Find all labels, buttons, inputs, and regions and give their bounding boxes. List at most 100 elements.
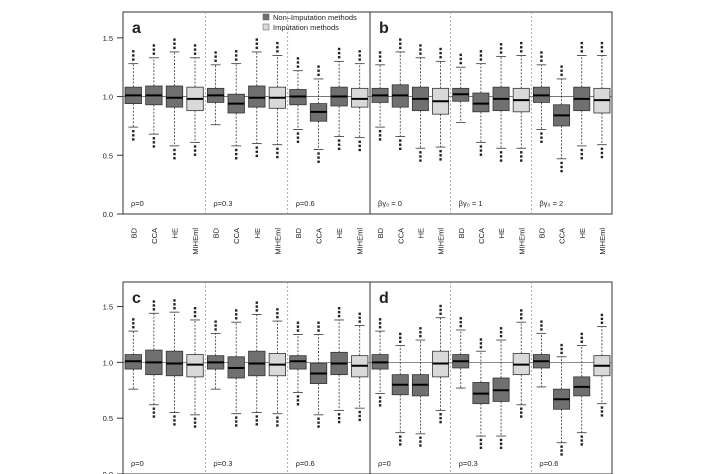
outlier-point — [132, 134, 135, 137]
outlier-point — [255, 301, 258, 304]
box-bd — [371, 318, 389, 407]
outlier-point — [600, 41, 604, 45]
box-bd — [289, 57, 307, 143]
y-tick-label: 1.5 — [103, 303, 113, 312]
outlier-point — [419, 444, 422, 447]
box-he — [248, 301, 266, 426]
outlier-point — [193, 421, 197, 424]
x-tick-label: MIHEml — [191, 228, 200, 255]
box-iqr — [472, 92, 490, 113]
outlier-point — [378, 404, 382, 407]
outlier-point — [317, 73, 320, 77]
outlier-point — [255, 305, 258, 308]
outlier-point — [520, 50, 523, 53]
outlier-point — [193, 314, 197, 318]
outlier-point — [337, 143, 341, 146]
box-he — [573, 41, 591, 160]
outlier-point — [235, 416, 238, 419]
outlier-point — [459, 324, 462, 328]
outlier-point — [358, 58, 361, 61]
outlier-point — [580, 50, 583, 53]
box-cca — [472, 338, 490, 449]
y-axis-row-1: 0.0 0.5 1.0 1.5 — [103, 34, 123, 219]
box-he — [492, 43, 510, 162]
outlier-point — [378, 396, 382, 399]
outlier-point — [317, 421, 320, 424]
outlier-point — [378, 55, 382, 58]
outlier-point — [173, 157, 176, 160]
outlier-point — [235, 50, 238, 53]
outlier-point — [600, 313, 604, 317]
outlier-point — [600, 46, 604, 49]
outlier-point — [479, 346, 483, 349]
outlier-point — [276, 155, 279, 159]
outlier-point — [152, 48, 156, 51]
outlier-point — [276, 46, 279, 49]
outlier-point — [580, 157, 583, 160]
outlier-point — [173, 299, 176, 302]
box-he — [411, 44, 429, 162]
x-tick-label: CCA — [477, 228, 486, 244]
outlier-point — [132, 54, 135, 57]
outlier-point — [173, 423, 176, 426]
outlier-point — [378, 326, 382, 329]
outlier-point — [317, 321, 320, 324]
outlier-point — [479, 442, 483, 446]
outlier-point — [235, 152, 238, 156]
outlier-point — [132, 130, 135, 133]
group-label: ρ=0.3 — [213, 199, 232, 208]
outlier-point — [580, 41, 583, 45]
outlier-point — [193, 417, 197, 420]
outlier-point — [317, 69, 320, 72]
x-tick-label: MIHEml — [598, 228, 607, 255]
outlier-point — [580, 435, 583, 438]
y-tick-label: 0.5 — [103, 414, 113, 423]
outlier-point — [600, 155, 604, 159]
box-he — [248, 38, 266, 158]
outlier-point — [152, 145, 156, 148]
outlier-point — [152, 52, 156, 55]
outlier-point — [193, 307, 197, 310]
outlier-point — [358, 140, 361, 143]
outlier-point — [439, 158, 442, 161]
outlier-point — [358, 144, 361, 148]
x-tick-label: CCA — [315, 228, 324, 244]
outlier-point — [479, 149, 483, 152]
box-miheml — [432, 47, 450, 161]
box-miheml — [268, 308, 287, 427]
outlier-point — [580, 148, 583, 152]
x-tick-label: CCA — [396, 228, 405, 244]
outlier-point — [600, 321, 604, 324]
outlier-point — [399, 332, 402, 336]
outlier-point — [337, 139, 341, 142]
panel-a: ρ=0 BD CCA HE MIHEml ρ=0.3 BD CCA HE MIHEml ρ=0.6 B… — [122, 11, 371, 255]
outlier-point — [439, 312, 442, 316]
outlier-point — [214, 328, 217, 331]
outlier-point — [214, 320, 217, 323]
outlier-point — [152, 141, 156, 144]
outlier-point — [520, 309, 523, 312]
x-tick-label: CCA — [150, 228, 159, 244]
outlier-point — [317, 417, 320, 420]
outlier-point — [459, 317, 462, 320]
outlier-point — [296, 403, 300, 406]
outlier-point — [439, 56, 442, 59]
outlier-point — [255, 46, 258, 50]
outlier-point — [399, 143, 402, 146]
outlier-point — [499, 43, 503, 46]
outlier-point — [255, 38, 258, 41]
box-he — [165, 38, 184, 160]
outlier-point — [419, 436, 422, 439]
outlier-point — [152, 44, 156, 47]
y-tick-label: 0.5 — [103, 151, 113, 160]
outlier-point — [255, 42, 258, 45]
outlier-point — [540, 140, 543, 143]
panel-frame — [369, 281, 613, 474]
outlier-point — [540, 320, 543, 323]
x-tick-label: BD — [457, 227, 466, 238]
outlier-point — [520, 46, 523, 49]
outlier-point — [399, 439, 402, 442]
outlier-point — [193, 149, 197, 152]
box-miheml — [186, 44, 204, 156]
